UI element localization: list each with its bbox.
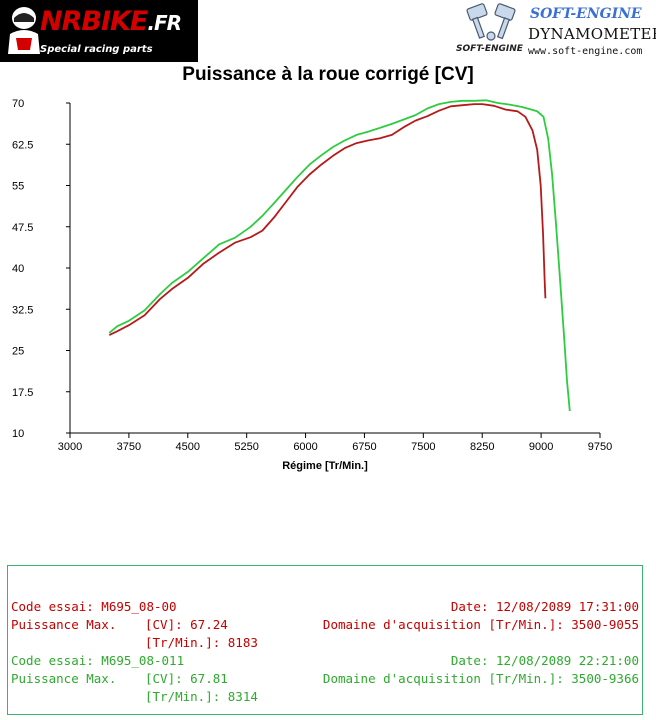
y-tick-label: 10 — [12, 428, 24, 440]
acquisition-range-1: Domaine d'acquisition [Tr/Min.]: 3500-90… — [322, 617, 639, 632]
y-tick-label: 55 — [12, 181, 24, 193]
power-max-cv-2: [CV]: 67.81 — [145, 671, 228, 686]
info-row-code-2: Code essai: M695_08-011 Date: 12/08/2089… — [11, 652, 639, 670]
test-date-2: Date: 12/08/2089 22:21:00 — [450, 653, 639, 668]
test-date-1: Date: 12/08/2089 17:31:00 — [450, 599, 639, 614]
soft-engine-small-mark: SOFT-ENGINE — [456, 44, 523, 54]
x-tick-label: 6750 — [352, 441, 376, 453]
power-max-label-1: Puissance Max. — [11, 617, 117, 632]
y-tick-label: 40 — [12, 263, 24, 275]
power-max-cv-1: [CV]: 67.24 — [145, 617, 228, 632]
power-max-rpm-2: [Tr/Min.]: 8314 — [145, 689, 258, 704]
pistons-icon — [466, 3, 516, 41]
x-axis-label: Régime [Tr/Min.] — [282, 460, 368, 472]
power-max-label-2: Puissance Max. — [11, 671, 117, 686]
x-tick-label: 6000 — [293, 441, 317, 453]
nrbike-logo: NRBIKE.FR Special racing parts — [0, 0, 198, 62]
x-tick-label: 9750 — [588, 441, 612, 453]
acquisition-range-2: Domaine d'acquisition [Tr/Min.]: 3500-93… — [322, 671, 639, 686]
x-tick-label: 7500 — [411, 441, 435, 453]
x-tick-label: 3000 — [58, 441, 82, 453]
soft-engine-website: www.soft-engine.com — [528, 46, 643, 57]
soft-engine-subtitle: DYNAMOMETERS — [528, 25, 656, 43]
chart-title: Puissance à la roue corrigé [CV] — [182, 64, 474, 85]
y-tick-label: 47.5 — [12, 222, 33, 234]
x-tick-label: 5250 — [234, 441, 258, 453]
x-tick-label: 9000 — [529, 441, 553, 453]
test-code-1: Code essai: M695_08-00 — [11, 599, 177, 614]
test-info-box: Code essai: M695_08-00 Date: 12/08/2089 … — [7, 565, 643, 715]
info-row-code-1: Code essai: M695_08-00 Date: 12/08/2089 … — [11, 598, 639, 616]
info-row-power-2: Puissance Max. [CV]: 67.81 Domaine d'acq… — [11, 670, 639, 688]
x-tick-label: 3750 — [117, 441, 141, 453]
rider-icon — [8, 7, 40, 54]
nrbike-tagline: Special racing parts — [40, 44, 153, 55]
x-tick-label: 4500 — [176, 441, 200, 453]
y-tick-label: 62.5 — [12, 139, 33, 151]
soft-engine-logo: SOFT-ENGINE DYNAMOMETERS SOFT-ENGINE www… — [450, 0, 656, 62]
y-tick-label: 17.5 — [12, 387, 33, 399]
power-chart: 3000 3750 4500 5250 6000 6750 7500 8250 9000 9750… — [12, 98, 612, 472]
y-tick-label: 32.5 — [12, 304, 33, 316]
y-tick-label: 25 — [12, 346, 24, 358]
power-max-rpm-1: [Tr/Min.]: 8183 — [145, 635, 258, 650]
soft-engine-brand: SOFT-ENGINE — [530, 6, 642, 22]
series-line-2 — [108, 103, 547, 336]
info-row-rpm-1: [Tr/Min.]: 8183 — [11, 634, 639, 652]
info-row-rpm-2: [Tr/Min.]: 8314 — [11, 688, 639, 706]
y-tick-label: 70 — [12, 98, 24, 110]
series-line-1 — [108, 99, 571, 412]
nrbike-brand: NRBIKE.FR — [40, 6, 182, 37]
info-row-power-1: Puissance Max. [CV]: 67.24 Domaine d'acq… — [11, 616, 639, 634]
test-code-2: Code essai: M695_08-011 — [11, 653, 185, 668]
x-tick-label: 8250 — [470, 441, 494, 453]
